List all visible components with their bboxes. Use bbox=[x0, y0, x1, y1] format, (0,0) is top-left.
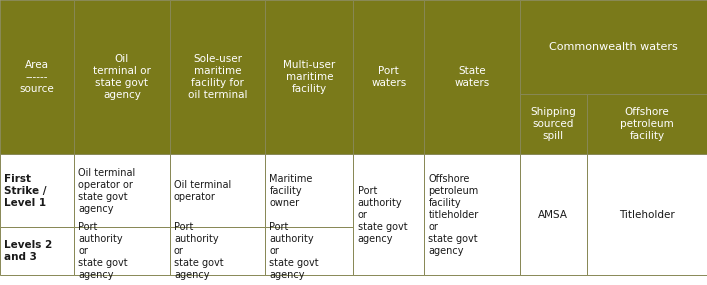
Text: Port
authority
or
state govt
agency: Port authority or state govt agency bbox=[78, 222, 128, 280]
Bar bbox=[354, 0, 424, 154]
Text: Levels 2
and 3: Levels 2 and 3 bbox=[4, 240, 52, 262]
Text: Shipping
sourced
spill: Shipping sourced spill bbox=[530, 107, 576, 141]
Text: Port
waters: Port waters bbox=[371, 66, 407, 88]
Text: Area
------
source: Area ------ source bbox=[20, 60, 54, 94]
Bar bbox=[74, 227, 170, 275]
Bar bbox=[587, 154, 707, 275]
Text: Offshore
petroleum
facility
titleholder
or
state govt
agency: Offshore petroleum facility titleholder … bbox=[428, 174, 479, 256]
Text: Sole-user
maritime
facility for
oil terminal: Sole-user maritime facility for oil term… bbox=[187, 54, 247, 100]
Bar bbox=[520, 154, 587, 275]
Bar bbox=[354, 154, 424, 275]
Bar bbox=[265, 154, 354, 227]
Text: Port
authority
or
state govt
agency: Port authority or state govt agency bbox=[269, 222, 319, 280]
Text: Oil
terminal or
state govt
agency: Oil terminal or state govt agency bbox=[93, 54, 151, 100]
Text: Titleholder: Titleholder bbox=[619, 210, 674, 220]
Text: Oil terminal
operator: Oil terminal operator bbox=[174, 180, 231, 201]
Bar bbox=[74, 154, 170, 227]
Bar bbox=[170, 0, 265, 154]
Text: Multi-user
maritime
facility: Multi-user maritime facility bbox=[284, 60, 335, 94]
Bar bbox=[424, 0, 520, 154]
Bar bbox=[74, 0, 170, 154]
Text: Port
authority
or
state govt
agency: Port authority or state govt agency bbox=[174, 222, 223, 280]
Bar bbox=[170, 154, 265, 227]
Bar bbox=[265, 0, 354, 154]
Bar bbox=[265, 227, 354, 275]
Text: Port
authority
or
state govt
agency: Port authority or state govt agency bbox=[358, 186, 407, 244]
Bar bbox=[520, 0, 707, 93]
Text: Commonwealth waters: Commonwealth waters bbox=[549, 42, 678, 52]
Bar bbox=[170, 227, 265, 275]
Text: First
Strike /
Level 1: First Strike / Level 1 bbox=[4, 174, 47, 207]
Text: Offshore
petroleum
facility: Offshore petroleum facility bbox=[620, 107, 674, 141]
Bar bbox=[0, 154, 74, 227]
Bar bbox=[0, 227, 74, 275]
Text: Oil terminal
operator or
state govt
agency: Oil terminal operator or state govt agen… bbox=[78, 168, 136, 213]
Text: Maritime
facility
owner: Maritime facility owner bbox=[269, 174, 312, 207]
Bar bbox=[587, 93, 707, 154]
Bar bbox=[0, 0, 74, 154]
Bar bbox=[424, 154, 520, 275]
Text: AMSA: AMSA bbox=[538, 210, 568, 220]
Text: State
waters: State waters bbox=[455, 66, 489, 88]
Bar bbox=[520, 93, 587, 154]
